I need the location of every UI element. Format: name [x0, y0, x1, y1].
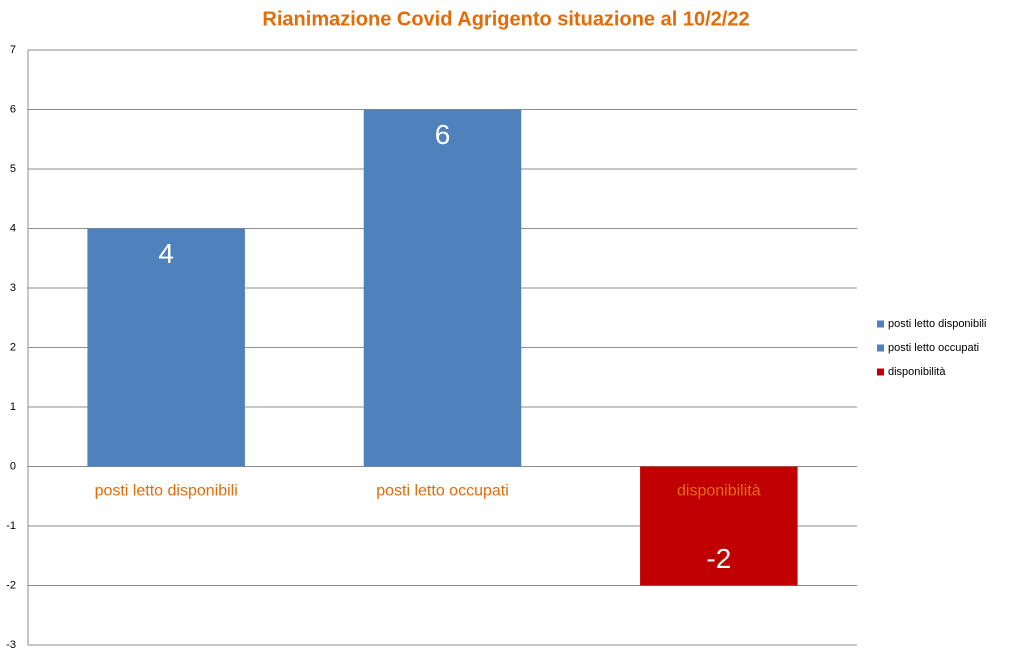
data-label: 6 — [435, 119, 451, 150]
x-tick-label: disponibilità — [677, 483, 761, 500]
legend-label: posti letto occupati — [888, 342, 979, 354]
x-tick-label: posti letto disponibili — [95, 483, 238, 500]
legend-swatch — [877, 368, 884, 376]
y-tick-label: -2 — [6, 579, 16, 591]
y-tick-label: 1 — [10, 401, 16, 413]
legend-swatch — [877, 344, 884, 352]
y-tick-label: 7 — [10, 44, 16, 56]
y-tick-label: 6 — [10, 103, 16, 115]
y-tick-label: -3 — [6, 639, 16, 651]
y-tick-label: 0 — [10, 460, 16, 472]
x-tick-label: posti letto occupati — [376, 483, 509, 500]
y-tick-label: -1 — [6, 520, 16, 532]
y-tick-label: 2 — [10, 341, 16, 353]
bar — [363, 109, 522, 467]
legend-label: disponibilità — [888, 366, 946, 378]
data-label: 4 — [158, 238, 174, 269]
bar — [640, 466, 798, 586]
bar — [87, 228, 245, 467]
y-tick-label: 5 — [10, 163, 16, 175]
chart-title: Rianimazione Covid Agrigento situazione … — [262, 8, 749, 30]
y-tick-label: 4 — [10, 222, 16, 234]
legend-label: posti letto disponibili — [888, 318, 986, 330]
legend-swatch — [877, 320, 884, 328]
data-label: -2 — [706, 543, 731, 574]
y-tick-label: 3 — [10, 282, 16, 294]
